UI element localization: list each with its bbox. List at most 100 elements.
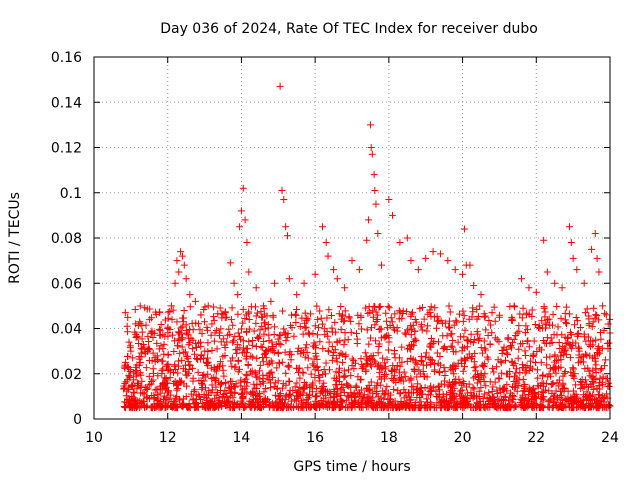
data-point (266, 369, 274, 377)
data-point (422, 254, 430, 262)
data-point (301, 309, 309, 317)
data-point (364, 309, 372, 317)
data-point (319, 223, 327, 231)
data-point (372, 318, 380, 326)
data-point (180, 380, 188, 388)
y-tick-label: 0.04 (51, 322, 82, 338)
data-point (572, 390, 580, 398)
data-point (557, 356, 565, 364)
data-point (184, 331, 192, 339)
data-point (282, 381, 290, 389)
data-point (299, 330, 307, 338)
data-point (303, 395, 311, 403)
data-point (340, 389, 348, 397)
data-point (530, 389, 538, 397)
data-point (187, 390, 195, 398)
data-point (555, 382, 563, 390)
data-point (573, 317, 581, 325)
data-point (589, 318, 597, 326)
data-point (422, 349, 430, 357)
data-point (374, 311, 382, 319)
data-point (211, 377, 219, 385)
data-point (189, 326, 197, 334)
data-point (166, 374, 174, 382)
data-point (403, 234, 411, 242)
data-point (295, 404, 303, 412)
data-point (499, 347, 507, 354)
data-point (537, 346, 545, 354)
data-point (457, 387, 465, 395)
data-point (344, 336, 352, 344)
data-point (581, 333, 589, 341)
data-point (300, 378, 308, 386)
data-point (460, 344, 468, 352)
data-point (573, 330, 581, 338)
data-point (210, 303, 218, 311)
data-point (144, 332, 152, 340)
data-point (479, 349, 487, 357)
data-point (567, 393, 575, 401)
data-point (265, 337, 273, 345)
data-point (259, 371, 267, 379)
data-point (364, 403, 372, 411)
data-point (311, 270, 319, 278)
data-point (341, 353, 349, 361)
data-point (558, 404, 566, 412)
data-point (497, 359, 505, 367)
data-point (215, 396, 223, 404)
data-point (384, 302, 392, 310)
data-point (433, 324, 441, 332)
data-point (262, 346, 270, 354)
data-point (417, 356, 425, 364)
data-point (396, 308, 404, 316)
data-point (580, 396, 588, 404)
data-point (593, 312, 601, 320)
data-point (290, 332, 298, 340)
data-point (245, 338, 253, 346)
data-point (529, 350, 537, 358)
data-point (572, 314, 580, 322)
data-point (380, 371, 388, 379)
data-point (449, 381, 457, 389)
data-point (138, 377, 146, 385)
data-point (292, 318, 300, 326)
data-point (416, 394, 424, 402)
data-point (124, 328, 132, 336)
data-point (506, 342, 514, 350)
data-point (322, 387, 330, 395)
data-point (596, 329, 604, 337)
data-point (189, 396, 197, 404)
data-point (361, 349, 369, 357)
data-point (546, 364, 554, 372)
data-point (401, 329, 409, 337)
data-point (168, 315, 176, 323)
data-point (503, 404, 511, 412)
data-point (198, 330, 206, 338)
data-point (216, 304, 224, 312)
data-point (575, 345, 583, 353)
data-point (433, 392, 441, 400)
data-point (297, 391, 305, 399)
data-point (281, 396, 289, 404)
data-point (179, 318, 187, 326)
data-point (390, 372, 398, 380)
data-point (245, 325, 253, 333)
data-point (265, 398, 273, 406)
data-point (284, 232, 291, 240)
data-point (434, 393, 442, 401)
data-point (461, 357, 469, 365)
data-point (128, 393, 136, 401)
data-point (447, 366, 455, 374)
data-point (299, 368, 307, 376)
data-point (486, 403, 494, 411)
data-point (264, 321, 272, 329)
data-point (601, 356, 609, 364)
data-point (173, 401, 181, 409)
data-point (122, 392, 130, 400)
data-point (304, 364, 312, 372)
data-point (142, 364, 150, 372)
data-point (156, 389, 164, 397)
data-point (549, 395, 557, 403)
data-point (440, 363, 448, 371)
data-point (467, 338, 475, 346)
